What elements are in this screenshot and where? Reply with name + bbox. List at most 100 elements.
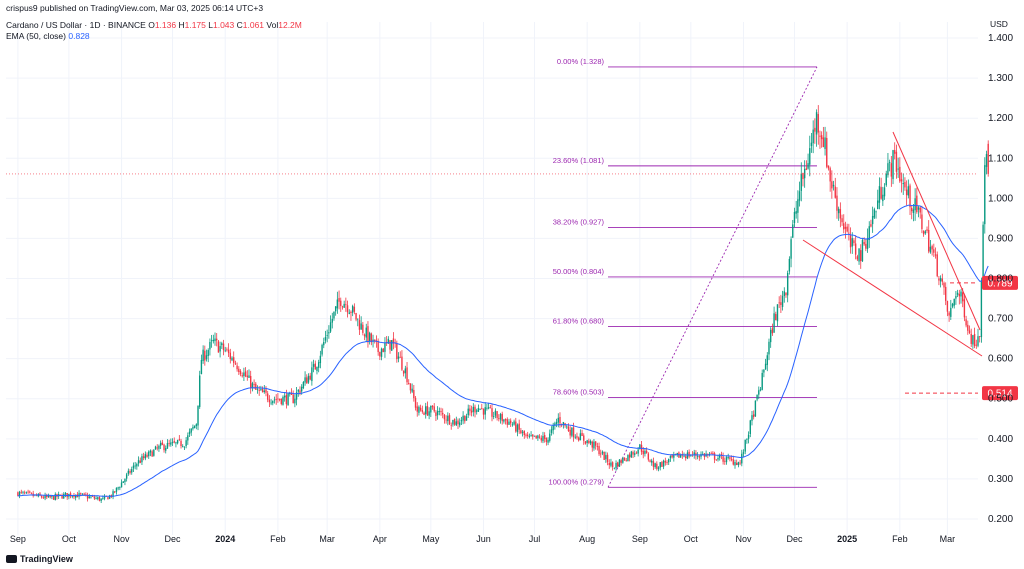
candle-body xyxy=(443,414,446,420)
candle-body xyxy=(594,441,597,446)
candle-body xyxy=(251,383,254,389)
wedge-lower-line xyxy=(802,239,983,357)
candle-body xyxy=(334,306,337,312)
candle-body xyxy=(805,168,808,170)
candle-body xyxy=(328,332,330,334)
candle-body xyxy=(108,495,111,499)
candle-body xyxy=(734,462,736,466)
candle-body xyxy=(865,243,867,249)
candle-body xyxy=(786,272,789,296)
candle-body xyxy=(642,450,644,455)
candle-body xyxy=(566,426,568,428)
price-axis[interactable]: USD0.2000.3000.4000.5000.6000.7000.8000.… xyxy=(988,19,1013,525)
candle-body xyxy=(600,453,602,455)
candle-body xyxy=(941,278,944,282)
candle-body xyxy=(851,238,853,247)
ohlc-value: 12.2M xyxy=(278,20,302,30)
candle-body xyxy=(769,329,772,343)
candle-body xyxy=(192,427,194,429)
candle-body xyxy=(311,367,313,382)
candle-body xyxy=(768,341,770,355)
fibonacci-retracement[interactable]: 0.00% (1.328) 23.60% (1.081) 38.20% (0.927… xyxy=(549,57,818,488)
candle-body xyxy=(656,463,658,469)
candle-body xyxy=(103,496,106,499)
candle-body xyxy=(780,302,782,305)
candle-body xyxy=(800,173,802,191)
falling-wedge-lines[interactable] xyxy=(802,131,983,357)
candle-body xyxy=(397,356,400,359)
symbol-legend[interactable]: Cardano / US Dollar · 1D · BINANCE O1.13… xyxy=(6,20,302,31)
candle-body xyxy=(526,434,529,437)
candle-body xyxy=(392,338,395,344)
candle-body xyxy=(323,341,325,346)
ema-legend[interactable]: EMA (50, close) 0.828 xyxy=(6,31,90,42)
candle-body xyxy=(960,291,962,297)
candle-body xyxy=(476,410,478,412)
candle-body xyxy=(190,428,192,433)
candle-body xyxy=(22,491,24,493)
candle-body xyxy=(528,436,531,437)
candle-body xyxy=(406,367,408,383)
candle-body xyxy=(231,357,233,361)
candle-body xyxy=(338,298,340,302)
x-tick-label: Feb xyxy=(892,534,908,544)
candle-body xyxy=(409,383,412,391)
candle-body xyxy=(924,231,927,234)
candle-body xyxy=(496,411,498,418)
candle-body xyxy=(217,341,220,353)
candle-body xyxy=(788,258,791,272)
candle-body xyxy=(739,462,741,464)
candle-body xyxy=(984,165,986,225)
tradingview-logo[interactable]: TradingView xyxy=(6,553,73,565)
candle-body xyxy=(596,446,599,447)
y-tick-label: 0.300 xyxy=(988,474,1013,485)
candle-body xyxy=(858,248,860,262)
candle-body xyxy=(807,163,809,169)
candle-body xyxy=(173,441,175,443)
candle-body xyxy=(608,462,610,466)
symbol-name: Cardano / US Dollar · 1D · BINANCE xyxy=(6,20,146,30)
candle-body xyxy=(358,320,361,330)
candle-body xyxy=(61,495,63,499)
time-axis[interactable]: Sep Oct Nov Dec 2024 Feb Mar Apr May Jun Jul Aug Sep… xyxy=(10,534,955,544)
candle-body xyxy=(363,334,366,337)
candle-body xyxy=(314,363,316,370)
candle-body xyxy=(399,356,401,358)
candle-body xyxy=(938,278,940,281)
candle-body xyxy=(290,392,293,395)
candle-body xyxy=(695,452,697,456)
fib-level-label: 50.00% (0.804) xyxy=(553,267,605,276)
candle-body xyxy=(928,229,930,252)
candle-body xyxy=(725,457,728,463)
candle-body xyxy=(591,441,593,448)
candle-body xyxy=(459,422,461,426)
candle-body xyxy=(854,243,857,255)
candle-body xyxy=(222,343,225,351)
candle-body xyxy=(717,458,719,460)
candle-body xyxy=(51,495,53,497)
candle-body xyxy=(114,491,116,493)
candle-body xyxy=(654,463,656,468)
candle-body xyxy=(345,304,347,306)
candle-body xyxy=(962,292,964,302)
candle-body xyxy=(567,426,570,431)
candle-body xyxy=(601,451,604,454)
candle-body xyxy=(574,436,576,438)
candle-body xyxy=(666,462,668,463)
y-tick-label: 1.000 xyxy=(988,193,1013,204)
candle-body xyxy=(798,191,801,201)
candle-body xyxy=(411,388,413,392)
candle-body xyxy=(86,495,89,499)
candle-body xyxy=(304,377,306,383)
candle-body xyxy=(197,405,199,426)
candle-body xyxy=(307,376,310,383)
candle-body xyxy=(481,408,483,410)
candle-body xyxy=(645,450,648,454)
candle-body xyxy=(199,375,201,407)
candle-body xyxy=(615,463,617,469)
candle-body xyxy=(917,207,920,210)
candle-body xyxy=(210,340,213,342)
candle-body xyxy=(134,465,136,467)
candle-body xyxy=(204,350,206,361)
